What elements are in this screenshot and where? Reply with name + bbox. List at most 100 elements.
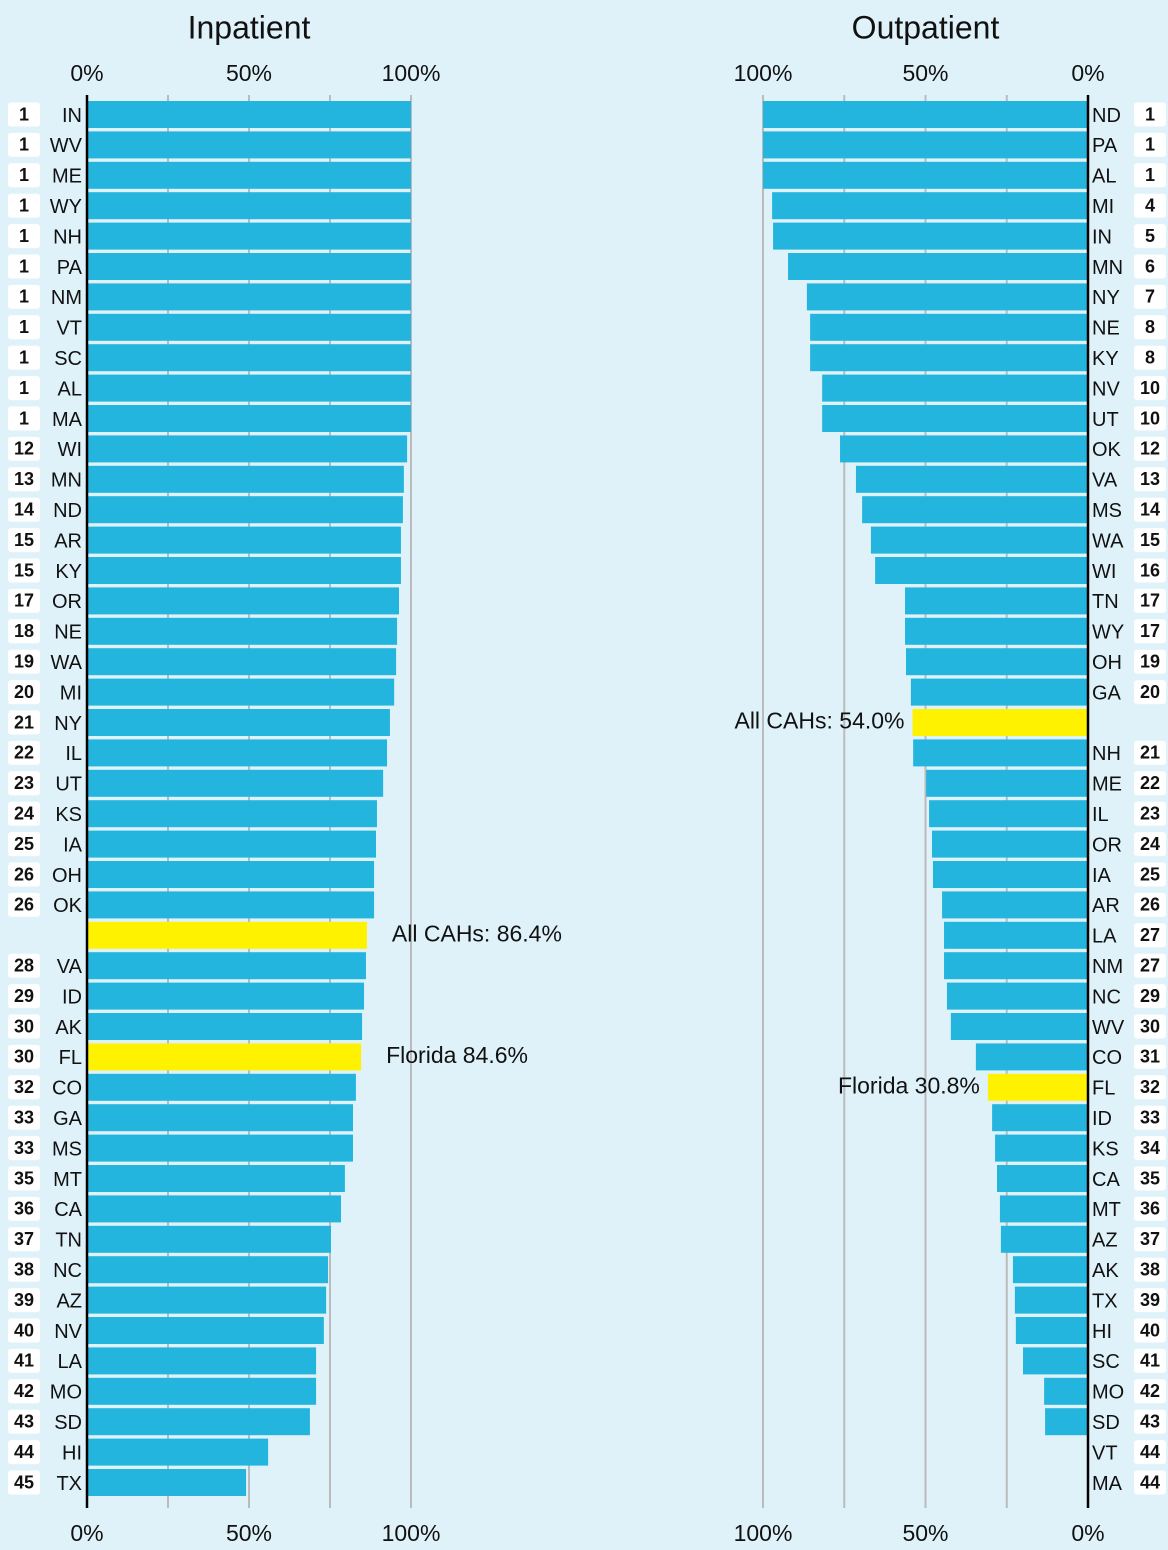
rank: 44 [1140, 1472, 1160, 1492]
rank: 17 [1140, 621, 1160, 641]
rank-box [8, 345, 40, 370]
x-tick-label: 0% [1071, 1520, 1104, 1546]
rank-box [1134, 680, 1166, 705]
bar [999, 1195, 1088, 1223]
bar [87, 222, 411, 250]
state-label: IL [65, 743, 82, 765]
rank-box [8, 892, 40, 917]
rank: 1 [19, 104, 29, 124]
rank-box [8, 1166, 40, 1191]
rank-box [8, 588, 40, 613]
bar [87, 1408, 310, 1436]
bar [788, 253, 1088, 280]
state-label: MI [60, 682, 82, 704]
rank: 1 [1145, 135, 1155, 155]
bar [87, 344, 411, 372]
rank-box [1134, 984, 1166, 1009]
state-label: SC [54, 348, 82, 370]
rank: 43 [1140, 1411, 1160, 1431]
bar [910, 678, 1088, 706]
rank: 6 [1145, 256, 1155, 276]
state-label: AZ [1092, 1230, 1118, 1252]
rank: 31 [1140, 1047, 1160, 1067]
rank: 38 [14, 1259, 34, 1279]
bar [810, 344, 1088, 372]
rank: 28 [14, 955, 34, 975]
bar [87, 587, 400, 615]
state-label: IN [62, 105, 82, 127]
rank-box [1134, 406, 1166, 431]
bar [773, 222, 1088, 250]
rank-box [1134, 1014, 1166, 1039]
bar [906, 648, 1088, 676]
rank: 37 [14, 1229, 34, 1249]
state-label: NE [54, 622, 82, 644]
x-tick-label: 100% [382, 1520, 441, 1546]
rank-box [1134, 1227, 1166, 1252]
state-label: MA [52, 409, 83, 431]
bar [950, 1013, 1088, 1040]
rank: 14 [14, 499, 34, 519]
rank: 1 [19, 165, 29, 185]
rank: 15 [1140, 530, 1160, 550]
rank: 41 [14, 1351, 34, 1371]
state-label: CO [1092, 1047, 1122, 1069]
bar [944, 921, 1088, 949]
rank: 41 [1140, 1351, 1160, 1371]
rank-box [1134, 284, 1166, 309]
state-label: OR [52, 591, 82, 613]
x-tick-label: 50% [226, 60, 272, 86]
bar [87, 435, 408, 463]
state-label: AR [54, 530, 82, 552]
rank-box [8, 467, 40, 492]
rank-box [1134, 558, 1166, 583]
bar [87, 1347, 317, 1375]
state-label: AR [1092, 895, 1120, 917]
rank-box [8, 1409, 40, 1434]
rank-box [8, 1075, 40, 1100]
x-tick-label: 50% [902, 1520, 948, 1546]
rank: 17 [1140, 591, 1160, 611]
rank: 27 [1140, 955, 1160, 975]
bar [975, 1043, 1088, 1071]
bar [1045, 1408, 1088, 1436]
rank-box [1134, 1288, 1166, 1313]
rank: 30 [14, 1047, 34, 1067]
state-label: WV [1092, 1017, 1125, 1039]
state-label: NV [54, 1321, 82, 1343]
rank: 30 [1140, 1016, 1160, 1036]
bar [87, 678, 395, 706]
rank-box [8, 1288, 40, 1313]
bar [822, 374, 1088, 402]
state-label: GA [1092, 682, 1122, 704]
rank: 39 [14, 1290, 34, 1310]
state-label: VA [1092, 470, 1118, 492]
bar [1023, 1347, 1088, 1375]
state-label: TN [55, 1230, 82, 1252]
bar [87, 1073, 356, 1101]
bar [87, 1317, 324, 1344]
rank-box [8, 832, 40, 857]
bar [87, 1225, 331, 1253]
bar [932, 861, 1088, 888]
rank-box [1134, 1470, 1166, 1495]
bar [862, 496, 1088, 524]
state-label: WA [51, 652, 83, 674]
rank-box [1134, 832, 1166, 857]
rank-box [8, 315, 40, 340]
rank-box [8, 740, 40, 765]
state-label: ME [52, 166, 82, 188]
bar [992, 1104, 1088, 1132]
rank-box [1134, 102, 1166, 127]
rank-box [8, 284, 40, 309]
bar [810, 313, 1088, 341]
rank: 25 [1140, 864, 1160, 884]
rank-box [8, 984, 40, 1009]
rank: 20 [14, 682, 34, 702]
state-label: NC [1092, 986, 1121, 1008]
bar [87, 1043, 362, 1071]
state-label: ND [53, 500, 82, 522]
rank: 34 [1140, 1138, 1160, 1158]
rank: 1 [19, 195, 29, 215]
state-label: WA [1092, 530, 1124, 552]
